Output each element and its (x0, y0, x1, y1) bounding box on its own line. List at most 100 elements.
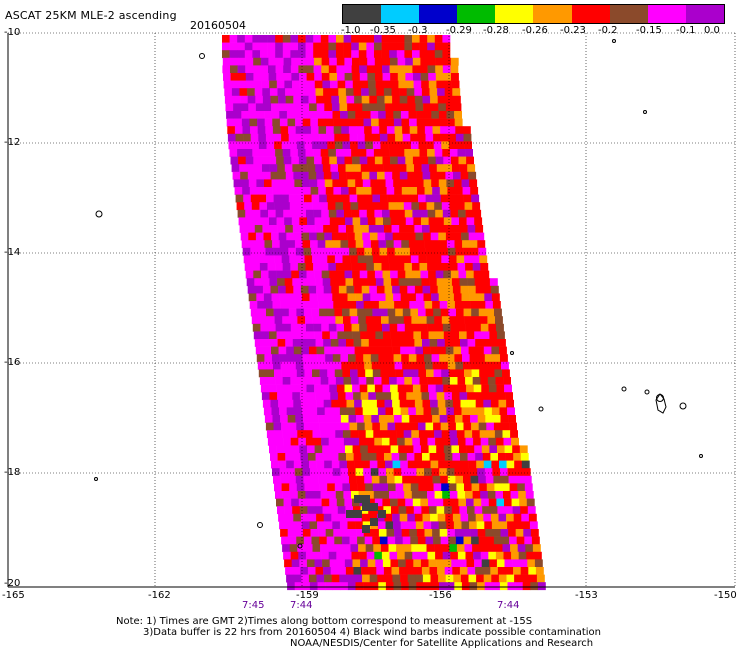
swath-cell (316, 513, 324, 522)
swath-cell (406, 392, 415, 401)
swath-cell (235, 194, 244, 203)
swath-cell (354, 495, 362, 503)
swath-cell (434, 42, 443, 51)
swath-cell (271, 232, 279, 241)
swath-cell (296, 483, 305, 492)
swath-cell (402, 194, 411, 203)
swath-cell (477, 468, 486, 477)
swath-cell (455, 475, 464, 484)
swath-cell (457, 377, 466, 385)
swath-cell (400, 103, 409, 112)
swath-cell (391, 339, 400, 347)
swath-cell (408, 407, 417, 416)
swath-cell (389, 437, 398, 446)
swath-cell (492, 582, 501, 591)
swath-cell (334, 308, 343, 317)
swath-cell (292, 225, 301, 233)
swath-cell (325, 529, 334, 537)
swath-cell (418, 255, 427, 264)
swath-cell (459, 164, 468, 173)
swath-cell (398, 392, 407, 401)
swath-cell (268, 73, 277, 81)
swath-cell (387, 536, 396, 545)
swath-cell (270, 339, 278, 347)
swath-cell (297, 491, 306, 499)
swath-cell (447, 415, 456, 423)
swath-cell (363, 582, 371, 591)
swath-cell (390, 57, 398, 66)
swath-cell (371, 301, 380, 309)
swath-cell (392, 103, 401, 112)
swath-cell (300, 513, 309, 522)
swath-cell (244, 35, 253, 43)
swath-cell (361, 567, 369, 575)
swath-cell (345, 392, 354, 401)
swath-cell (483, 513, 492, 522)
swath-cell (362, 574, 370, 583)
swath-cell (291, 57, 300, 66)
swath-cell (442, 491, 451, 499)
swath-cell (283, 437, 291, 446)
swath-cell (334, 369, 343, 378)
swath-cell (285, 95, 294, 104)
swath-cell (319, 536, 327, 545)
swath-cell (442, 551, 451, 560)
swath-cell (309, 521, 318, 530)
swath-cell (398, 445, 407, 454)
swath-cell (319, 422, 327, 431)
swath-cell (273, 475, 281, 484)
swath-cell (349, 361, 357, 370)
swath-cell (291, 445, 300, 454)
swath-cell (334, 141, 343, 150)
swath-cell (354, 346, 363, 355)
swath-cell (390, 73, 399, 81)
swath-cell (244, 149, 253, 157)
swath-cell (377, 521, 386, 530)
swath-cell (347, 179, 356, 188)
swath-cell (285, 285, 294, 294)
swath-cell (359, 437, 367, 446)
swath-cell (478, 247, 487, 256)
swath-cell (311, 536, 320, 545)
swath-cell (375, 73, 383, 81)
swath-cell (386, 240, 394, 249)
swath-cell (259, 202, 268, 211)
swath-cell (347, 293, 356, 302)
swath-cell (320, 202, 329, 211)
swath-cell (325, 415, 334, 423)
swath-cell (361, 285, 370, 294)
swath-cell (388, 202, 397, 211)
swath-cell (417, 422, 426, 431)
swath-cell (326, 194, 335, 203)
swath-cell (424, 118, 433, 127)
swath-cell (305, 149, 314, 157)
swath-cell (519, 498, 528, 507)
swath-cell (358, 263, 367, 271)
swath-cell (494, 308, 502, 317)
swath-cell (432, 415, 440, 423)
swath-cell (513, 567, 521, 575)
swath-cell (395, 133, 403, 142)
swath-cell (291, 559, 300, 568)
swath-cell (403, 430, 412, 439)
swath-cell (226, 118, 235, 127)
swath-cell (383, 445, 391, 454)
swath-cell (374, 498, 383, 507)
swath-cell (456, 544, 465, 553)
swath-cell (396, 50, 405, 59)
swath-cell (346, 453, 354, 461)
swath-cell (496, 323, 504, 332)
swath-cell (327, 202, 336, 211)
swath-cell (507, 468, 516, 477)
swath-cell (500, 468, 508, 477)
island-outline (538, 406, 544, 412)
swath-cell (226, 111, 234, 119)
swath-cell (287, 582, 295, 591)
swath-cell (421, 445, 429, 454)
swath-cell (473, 551, 481, 560)
swath-cell (316, 171, 325, 180)
swath-cell (237, 35, 246, 43)
swath-cell (448, 133, 457, 142)
swath-cell (395, 369, 404, 378)
